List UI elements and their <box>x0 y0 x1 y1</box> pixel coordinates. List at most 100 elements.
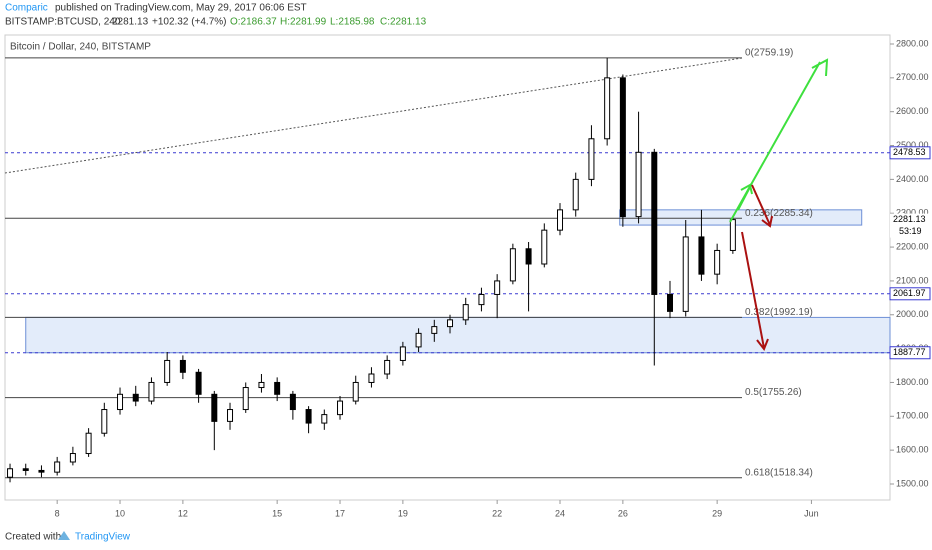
candle-body <box>462 304 469 321</box>
candle-body <box>447 319 454 328</box>
close: C:2281.13 <box>380 17 427 28</box>
candle-body <box>164 359 171 383</box>
candle-body <box>132 393 139 402</box>
candle-body <box>588 138 595 180</box>
candle-body <box>227 409 234 422</box>
countdown: 53:19 <box>899 226 922 236</box>
candle-body <box>305 409 312 424</box>
arrow-down-small <box>751 184 773 228</box>
candle-body <box>69 453 76 463</box>
author[interactable]: Comparic <box>5 3 48 14</box>
candle-body <box>415 332 422 348</box>
footer <box>0 527 932 550</box>
candle-body <box>274 381 281 395</box>
candle-body <box>7 468 14 478</box>
y-tick-label: 2000.00 <box>896 309 929 319</box>
footer-created: Created with <box>5 532 61 543</box>
fib-label: 0(2759.19) <box>745 47 793 58</box>
candle-body <box>525 248 532 265</box>
high: H:2281.99 <box>280 17 327 28</box>
candle-body <box>321 414 328 424</box>
x-tick-label: 29 <box>712 508 722 518</box>
candle-body <box>337 400 344 416</box>
fib-label: 0.5(1755.26) <box>745 387 802 398</box>
candle-body <box>352 381 359 402</box>
x-tick-label: 12 <box>178 508 188 518</box>
candle-body <box>619 77 626 218</box>
candle-body <box>651 151 658 295</box>
arrow-down-big <box>741 231 769 351</box>
y-tick-label: 1700.00 <box>896 411 929 421</box>
x-tick-label: 10 <box>115 508 125 518</box>
price-tag-label: 1887.77 <box>893 347 926 357</box>
fib-label: 0.618(1518.34) <box>745 467 813 478</box>
x-tick-label: 8 <box>55 508 60 518</box>
legend-title: Bitcoin / Dollar, 240, BITSTAMP <box>10 42 151 53</box>
candle-body <box>667 293 674 312</box>
y-tick-label: 1600.00 <box>896 445 929 455</box>
x-tick-label: 15 <box>272 508 282 518</box>
candle-body <box>117 393 124 411</box>
trend-line <box>4 57 743 174</box>
arrows <box>729 58 829 351</box>
price-tag-label: 2478.53 <box>893 147 926 157</box>
candle-body <box>604 77 611 140</box>
candle-body <box>85 432 92 455</box>
y-tick-label: 1500.00 <box>896 478 929 488</box>
last: 2281.13 <box>112 17 149 28</box>
zone <box>619 209 863 226</box>
x-tick-label: Jun <box>804 508 819 518</box>
price-tag <box>889 146 931 160</box>
last-price-tag <box>890 213 932 238</box>
y-tick-label: 2600.00 <box>896 106 929 116</box>
logo <box>58 531 70 540</box>
y-tick-label: 2500.00 <box>896 140 929 150</box>
y-tick-label: 2100.00 <box>896 275 929 285</box>
candle-body <box>179 359 186 373</box>
candle-body <box>384 359 391 375</box>
candle-body <box>242 387 249 411</box>
y-tick-label: 2400.00 <box>896 174 929 184</box>
symbol: BITSTAMP:BTCUSD, 240 <box>5 17 121 28</box>
candle-body <box>635 151 642 218</box>
published: published on TradingView.com, May 29, 20… <box>55 3 307 14</box>
open: O:2186.37 <box>230 17 277 28</box>
fib-label: 0.382(1992.19) <box>745 307 813 318</box>
candle-body <box>22 468 29 471</box>
x-tick-label: 22 <box>492 508 502 518</box>
y-tick-label: 2800.00 <box>896 38 929 48</box>
candle-body <box>509 248 516 282</box>
candle-body <box>729 219 736 251</box>
y-tick-label: 2300.00 <box>896 208 929 218</box>
candle-body <box>478 293 485 306</box>
y-tick-label: 1800.00 <box>896 377 929 387</box>
candle-body <box>682 236 689 312</box>
price-tag-label: 2061.97 <box>893 288 926 298</box>
price-tag <box>889 287 931 301</box>
candle-body <box>714 249 721 275</box>
footer-brand[interactable]: TradingView <box>75 532 131 543</box>
candle-body <box>431 326 438 334</box>
x-tick-label: 17 <box>335 508 345 518</box>
last-price-label: 2281.13 <box>893 214 926 224</box>
candle-body <box>38 469 45 473</box>
arrow-up-small <box>737 183 753 211</box>
x-tick-label: 19 <box>398 508 408 518</box>
zone <box>25 316 891 354</box>
price-tag <box>889 346 931 360</box>
candle-body <box>572 178 579 211</box>
candle-body <box>557 209 564 231</box>
candle-body <box>289 393 296 411</box>
candle-body <box>195 371 202 395</box>
candle-body <box>399 346 406 361</box>
fib-label: 0.236(2285.34) <box>745 208 813 219</box>
candle-body <box>258 381 265 389</box>
candle-body <box>368 373 375 383</box>
y-tick-label: 2200.00 <box>896 241 929 251</box>
candle-body <box>541 229 548 265</box>
candle-body <box>101 409 108 434</box>
candle-body <box>54 461 61 473</box>
low: L:2185.98 <box>330 17 375 28</box>
